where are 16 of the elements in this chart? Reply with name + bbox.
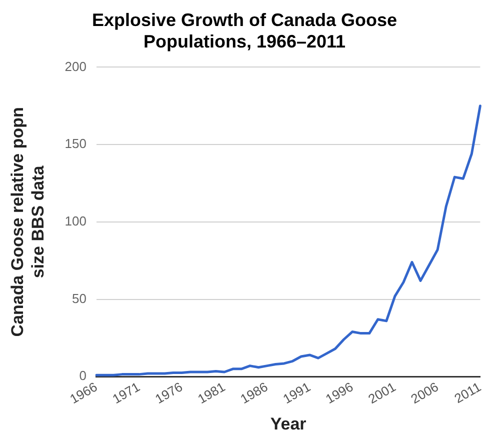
- x-tick-label: 1981: [195, 379, 228, 407]
- x-tick-label: 2011: [452, 379, 484, 406]
- y-axis-title: Canada Goose relative popn size BBS data: [8, 107, 48, 337]
- y-tick-label: 200: [64, 58, 86, 74]
- y-tick-label: 100: [64, 213, 86, 228]
- y-tick-label: 50: [72, 290, 86, 306]
- x-tick-label: 1976: [152, 379, 186, 407]
- x-tick-label: 1986: [238, 379, 270, 407]
- y-tick-label: 150: [64, 136, 86, 152]
- x-axis-title: Year: [270, 414, 307, 434]
- x-tick-label: 1991: [280, 379, 313, 407]
- x-tick-label: 1971: [110, 379, 142, 407]
- x-tick-label: 1996: [323, 379, 356, 407]
- x-tick-label: 2001: [366, 379, 398, 407]
- x-tick-label: 2006: [408, 379, 441, 407]
- chart-title: Explosive Growth of Canada Goose Populations, 1966–2011: [92, 10, 398, 52]
